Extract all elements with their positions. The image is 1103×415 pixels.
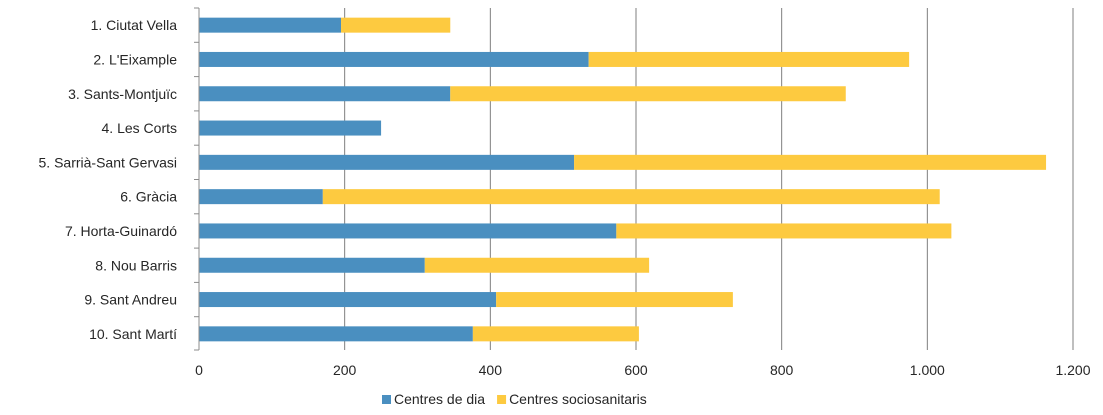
bar-segment-centres-sociosanitaris xyxy=(496,292,733,308)
bar-segment-centres-sociosanitaris xyxy=(472,326,639,342)
x-tick-label: 1.200 xyxy=(1055,362,1090,378)
category-label: 3. Sants-Montjuïc xyxy=(68,86,177,102)
category-label: 9. Sant Andreu xyxy=(84,292,177,308)
category-label: 6. Gràcia xyxy=(120,189,177,205)
x-axis: 0 200 400 600 800 1.000 1.200 xyxy=(195,362,1091,378)
x-tick-label: 1.000 xyxy=(910,362,945,378)
x-tick-label: 0 xyxy=(195,362,203,378)
bar-segment-centres-de-dia xyxy=(199,17,342,33)
x-tick-label: 800 xyxy=(770,362,794,378)
legend: Centres de dia Centres sociosanitaris xyxy=(382,391,647,407)
bar-segment-centres-sociosanitaris xyxy=(424,257,650,273)
legend-swatch xyxy=(497,395,507,404)
bar-segment-centres-de-dia xyxy=(199,154,575,170)
category-label: 10. Sant Martí xyxy=(89,326,177,342)
bar-segment-centres-de-dia xyxy=(199,292,497,308)
bar-segment-centres-de-dia xyxy=(199,223,617,239)
bar-segment-centres-de-dia xyxy=(199,189,323,205)
bar-segment-centres-de-dia xyxy=(199,120,382,136)
bar-segment-centres-sociosanitaris xyxy=(616,223,952,239)
category-label: 5. Sarrià-Sant Gervasi xyxy=(39,154,178,170)
bar-segment-centres-de-dia xyxy=(199,257,425,273)
bar-segment-centres-de-dia xyxy=(199,51,589,67)
x-tick-label: 400 xyxy=(479,362,503,378)
category-label: 8. Nou Barris xyxy=(95,257,177,273)
y-axis: 1. Ciutat Vella 2. L'Eixample 3. Sants-Mon… xyxy=(39,7,200,351)
bar-segment-centres-sociosanitaris xyxy=(574,154,1047,170)
bar-segment-centres-sociosanitaris xyxy=(588,51,910,67)
legend-label: Centres sociosanitaris xyxy=(509,391,647,407)
legend-label: Centres de dia xyxy=(394,391,485,407)
bar-segment-centres-sociosanitaris xyxy=(322,189,940,205)
category-label: 2. L'Eixample xyxy=(93,51,177,67)
bars xyxy=(199,17,1047,342)
legend-swatch xyxy=(382,395,391,404)
bar-segment-centres-sociosanitaris xyxy=(450,86,846,102)
category-label: 4. Les Corts xyxy=(102,120,177,136)
x-tick-label: 200 xyxy=(333,362,357,378)
bar-segment-centres-sociosanitaris xyxy=(341,17,451,33)
category-label: 7. Horta-Guinardó xyxy=(65,223,177,239)
category-label: 1. Ciutat Vella xyxy=(91,17,178,33)
bar-segment-centres-de-dia xyxy=(199,326,473,342)
x-tick-label: 600 xyxy=(624,362,648,378)
bar-segment-centres-de-dia xyxy=(199,86,451,102)
